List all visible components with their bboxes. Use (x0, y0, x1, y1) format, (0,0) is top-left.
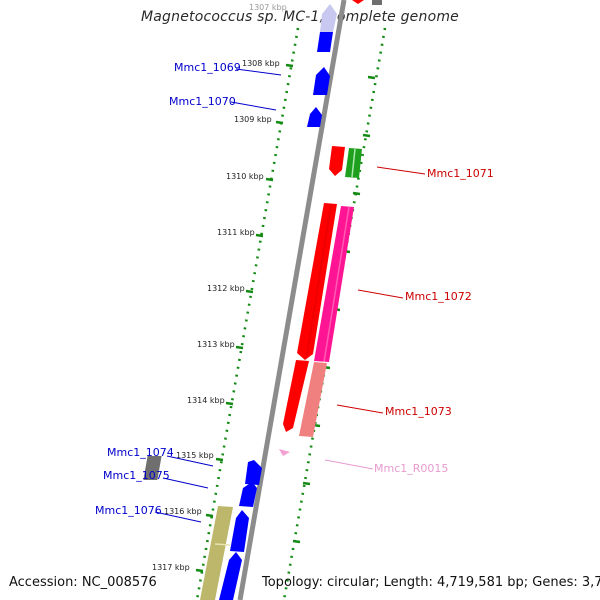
gene-arrow-mmc1-1076 (230, 510, 249, 552)
scale-label: 1307 kbp (249, 3, 287, 12)
gene-arrow-mmc1-1070 (307, 107, 322, 127)
scale-label: 1308 kbp (242, 59, 280, 68)
gene-label-mmc1-1069[interactable]: Mmc1_1069 (174, 61, 241, 74)
scale-label: 1316 kbp (164, 507, 202, 516)
gene-arrow-mmc1-1073 (283, 360, 309, 432)
map-title: Magnetococcus sp. MC-1, complete genome (141, 9, 459, 25)
scale-label: 1317 kbp (152, 563, 190, 572)
gene-arrow-forward (219, 552, 242, 600)
outer-dotted-ring (282, 27, 387, 600)
gene-arrow-partial (352, 0, 364, 4)
scale-label: 1309 kbp (234, 115, 272, 124)
scale-label: 1311 kbp (217, 228, 255, 237)
gene-shade (306, 203, 332, 356)
gene-label-mmc1-r0015[interactable]: Mmc1_R0015 (374, 462, 448, 475)
callout-lines (154, 68, 426, 523)
topology-label: Topology: circular; Length: 4,719,581 bp… (262, 575, 600, 590)
gene-box-mmc1-1074 (143, 456, 162, 480)
gene-arrow-faded (320, 4, 337, 32)
gene-label-mmc1-1076[interactable]: Mmc1_1076 (95, 504, 162, 517)
gene-arrow-forward (317, 32, 333, 52)
gene-arrow-mmc1-1074 (245, 460, 262, 485)
gene-label-mmc1-1074[interactable]: Mmc1_1074 (107, 446, 174, 459)
gene-arrow-mmc1-1071 (329, 146, 345, 176)
scale-label: 1315 kbp (176, 451, 214, 460)
gene-label-mmc1-1073[interactable]: Mmc1_1073 (385, 405, 452, 418)
genome-backbone (237, 0, 347, 600)
inner-dotted-ring (195, 27, 300, 600)
gene-arrow-mmc1-1072 (297, 203, 337, 360)
gene-shade (323, 206, 350, 363)
scale-ticks (195, 63, 294, 573)
gene-divider (214, 543, 231, 546)
gene-label-mmc1-1071[interactable]: Mmc1_1071 (427, 167, 494, 180)
scale-label: 1314 kbp (187, 396, 225, 405)
accession-label: Accession: NC_008576 (9, 575, 157, 590)
gene-arrow-salmon (299, 362, 327, 437)
gene-arrow-mmc1-r0015 (279, 449, 290, 456)
gene-label-mmc1-1072[interactable]: Mmc1_1072 (405, 290, 472, 303)
gene-box-partial (372, 0, 382, 5)
gene-label-mmc1-1075[interactable]: Mmc1_1075 (103, 469, 170, 482)
scale-label: 1312 kbp (207, 284, 245, 293)
scale-labels: 1307 kbp 1308 kbp 1309 kbp 1310 kbp 1311… (152, 3, 287, 572)
gene-labels: Mmc1_1069 Mmc1_1070 Mmc1_1071 Mmc1_1072 … (95, 61, 494, 517)
gene-arrow-mmc1-1069 (313, 67, 330, 95)
gene-label-mmc1-1070[interactable]: Mmc1_1070 (169, 95, 236, 108)
gene-olive (200, 506, 233, 600)
scale-label: 1313 kbp (197, 340, 235, 349)
scale-label: 1310 kbp (226, 172, 264, 181)
gene-arrow-mmc1-1075 (239, 482, 257, 507)
gene-divider (351, 148, 356, 178)
gene-arrow-pink (314, 206, 354, 362)
